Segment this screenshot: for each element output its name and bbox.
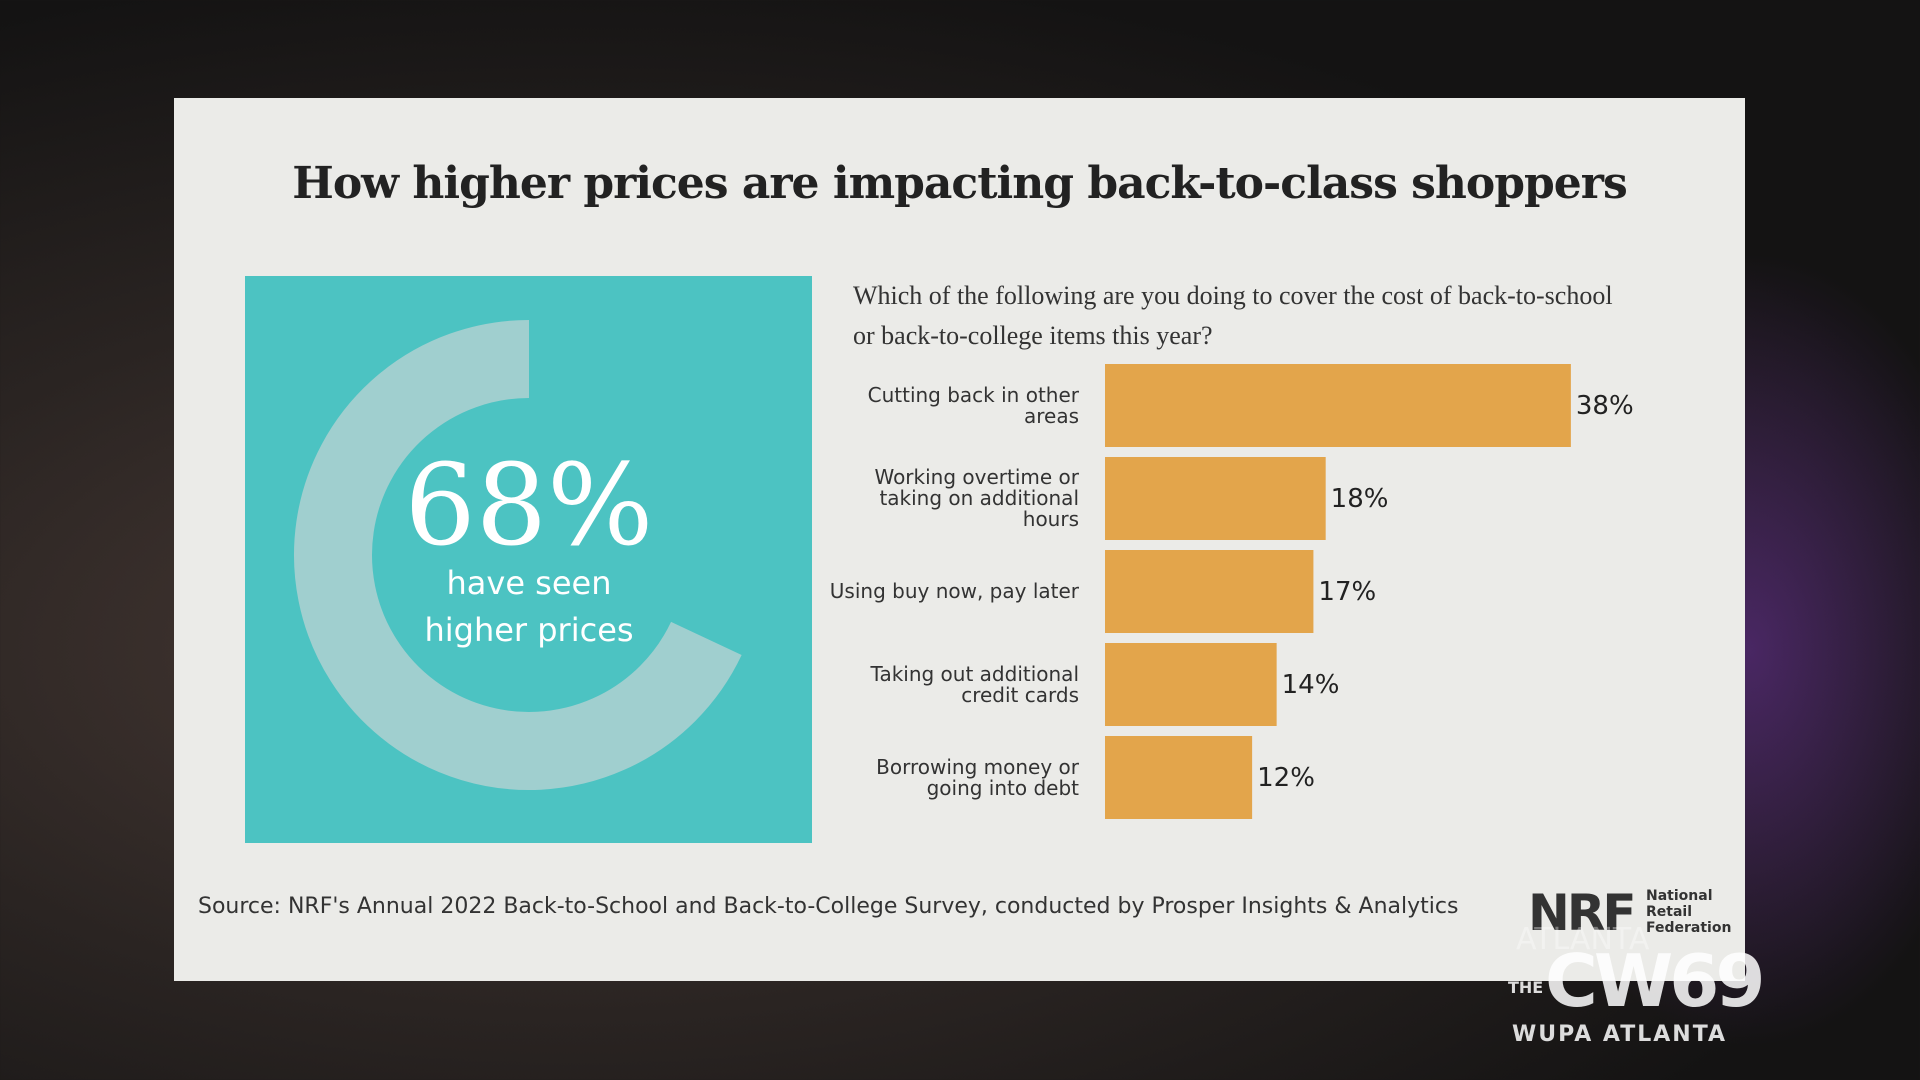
category-label: Working overtime or taking on additional… <box>874 465 1079 531</box>
value-label: 14% <box>1281 669 1340 700</box>
donut-arc <box>294 320 742 790</box>
bar <box>1105 364 1571 447</box>
donut-value-label: 68% <box>405 441 654 571</box>
watermark-channel: CW69 <box>1545 939 1765 1023</box>
bar <box>1105 550 1314 633</box>
logo-mark: NRF <box>1528 884 1637 942</box>
logo-name: National Retail Federation <box>1646 888 1732 936</box>
bar-chart <box>1105 364 1571 819</box>
donut-chart: 68% <box>245 276 812 843</box>
bar-subtitle: Which of the following are you doing to … <box>853 281 1613 350</box>
value-label: 12% <box>1257 762 1315 793</box>
value-label: 18% <box>1330 483 1389 514</box>
value-label: 17% <box>1318 576 1377 607</box>
title: How higher prices are impacting back-to-… <box>292 158 1628 209</box>
source: Source: NRF's Annual 2022 Back-to-School… <box>198 894 1459 919</box>
category-label: Cutting back in other areas <box>867 382 1079 428</box>
category-label: Borrowing money or going into debt <box>876 754 1079 800</box>
category-label: Taking out additional credit cards <box>870 661 1079 707</box>
bar <box>1105 736 1253 819</box>
card: How higher prices are impacting back-to-… <box>174 98 1745 981</box>
donut-label: have seen higher prices <box>424 564 634 649</box>
bar <box>1105 643 1277 726</box>
category-label: Using buy now, pay later <box>829 579 1079 603</box>
value-label: 38% <box>1575 390 1634 421</box>
watermark-network: THE <box>1508 978 1544 997</box>
bar <box>1105 457 1326 540</box>
watermark-station: WUPA ATLANTA <box>1512 1022 1728 1047</box>
watermark-city: ATLANTA <box>1516 922 1650 957</box>
